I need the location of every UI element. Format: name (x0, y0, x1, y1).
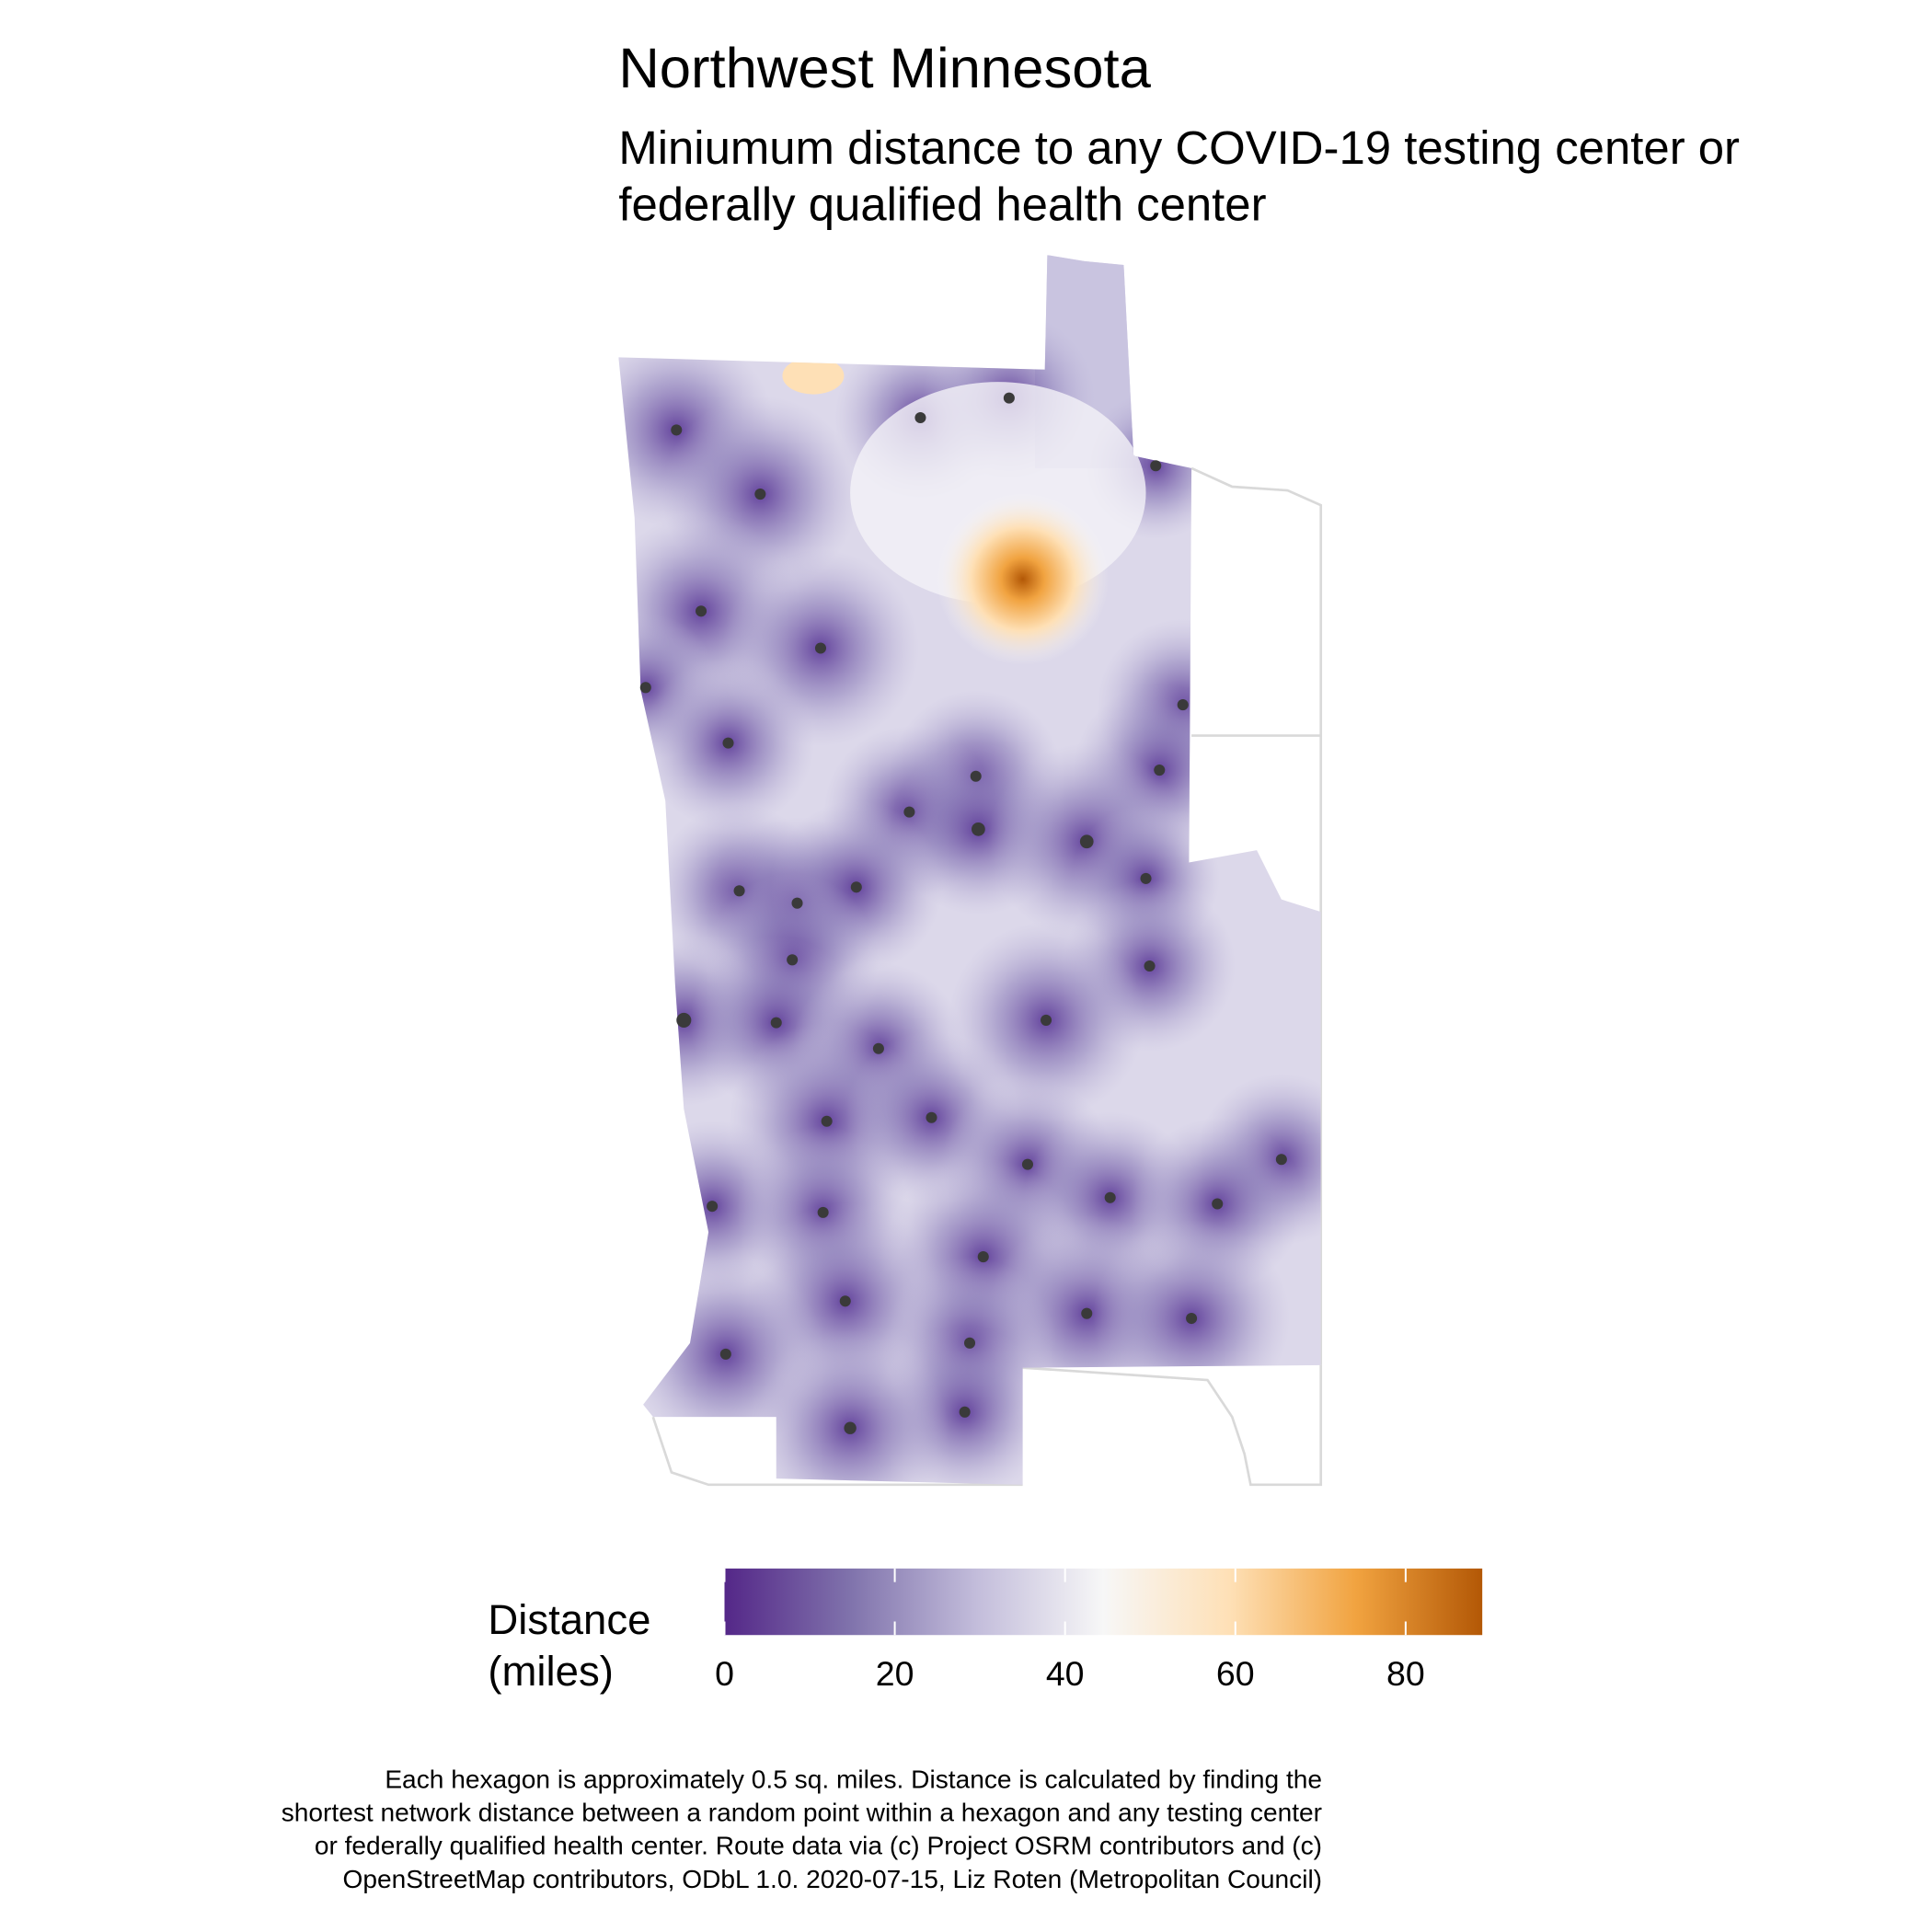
testing-centers (639, 392, 1287, 1434)
caption-line: OpenStreetMap contributors, ODbL 1.0. 20… (343, 1865, 1323, 1893)
legend-ticks: 0 20 40 60 80 (715, 1568, 1425, 1693)
title: Northwest Minnesota (618, 37, 1151, 100)
caption-line: Each hexagon is approximately 0.5 sq. mi… (385, 1765, 1322, 1793)
legend-title-line: Distance (488, 1596, 650, 1643)
legend-tick-label: 60 (1216, 1654, 1255, 1693)
subtitle-line: Miniumum distance to any COVID-19 testin… (618, 121, 1740, 174)
caption-line: or federally qualified health center. Ro… (315, 1832, 1322, 1860)
neighbor-outlines (651, 466, 1323, 1487)
caption-line: shortest network distance between a rand… (282, 1798, 1322, 1826)
legend-title-line: (miles) (488, 1648, 614, 1695)
legend-tick-label: 0 (715, 1654, 734, 1693)
subtitle-line: federally qualified health center (618, 178, 1266, 231)
legend-tick-label: 80 (1386, 1654, 1425, 1693)
legend-tick-label: 40 (1046, 1654, 1085, 1693)
distance-surface (618, 255, 1321, 1485)
colorbar (724, 1568, 1483, 1636)
legend-tick-label: 20 (876, 1654, 914, 1693)
